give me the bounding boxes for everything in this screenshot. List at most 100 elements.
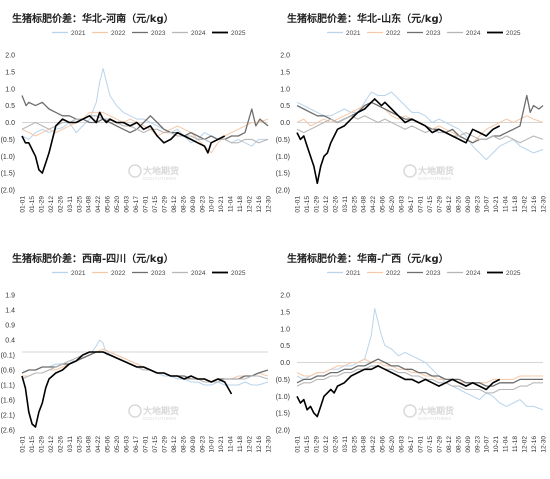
y-tick-label: 1.9 — [5, 293, 15, 300]
x-tick-label: 12-30 — [541, 436, 548, 453]
x-tick-label: 07-01 — [418, 436, 425, 453]
x-tick-label: 01-01 — [295, 196, 302, 213]
x-tick-label: 11-04 — [503, 436, 510, 453]
x-tick-label: 12-30 — [266, 436, 273, 453]
x-tick-label: 04-08 — [361, 436, 368, 453]
x-tick-label: 08-26 — [180, 196, 187, 213]
x-tick-label: 07-29 — [161, 196, 168, 213]
legend-label-2024: 2024 — [191, 270, 206, 277]
x-tick-label: 03-11 — [67, 436, 74, 453]
watermark-sub: DADI FUTURES — [418, 416, 451, 421]
x-tick-label: 02-26 — [57, 436, 64, 453]
watermark-logo-icon — [403, 164, 417, 178]
y-tick-label: (0.5) — [276, 377, 290, 384]
chart-title: 生猪标肥价差：华北-山东（元/kg） — [287, 12, 449, 25]
x-tick-label: 05-06 — [380, 196, 387, 213]
x-tick-label: 12-30 — [266, 196, 273, 213]
x-tick-label: 07-15 — [427, 436, 434, 453]
x-tick-label: 08-12 — [171, 196, 178, 213]
chart-title: 生猪标肥价差：西南-四川（元/kg） — [12, 252, 174, 265]
legend-label-2022: 2022 — [111, 270, 126, 277]
watermark-name: 大地期货 — [143, 165, 179, 177]
x-tick-label: 11-04 — [228, 196, 235, 213]
x-tick-label: 09-09 — [190, 196, 197, 213]
y-tick-label: (1.0) — [276, 154, 290, 161]
x-tick-label: 06-17 — [133, 436, 140, 453]
x-tick-label: 01-15 — [304, 436, 311, 453]
y-tick-label: 0.0 — [5, 120, 15, 127]
x-tick-label: 09-23 — [199, 436, 206, 453]
chart-svg: 生猪标肥价差：华北-山东（元/kg） 2021 2022 2023 2024 2025 2.… — [276, 12, 548, 213]
x-tick-label: 05-06 — [380, 436, 387, 453]
y-tick-label: 1.0 — [280, 86, 290, 93]
x-tick-label: 09-23 — [199, 196, 206, 213]
y-tick-label: 0.9 — [5, 323, 15, 330]
x-tick-label: 07-01 — [418, 196, 425, 213]
series-line-2025 — [21, 111, 226, 174]
x-tick-label: 08-26 — [455, 436, 462, 453]
x-tick-label: 06-17 — [133, 196, 140, 213]
series-line-2024 — [296, 115, 544, 144]
y-tick-label: (1.0) — [1, 154, 15, 161]
watermark-logo-icon — [403, 404, 417, 418]
x-tick-label: 03-11 — [342, 436, 349, 453]
watermark-logo-icon — [128, 404, 142, 418]
y-tick-label: 1.5 — [5, 69, 15, 76]
x-tick-label: 12-02 — [247, 196, 254, 213]
y-tick-label: (0.5) — [1, 137, 15, 144]
x-tick-label: 06-17 — [408, 196, 415, 213]
y-tick-label: 0.0 — [280, 120, 290, 127]
x-tick-label: 03-11 — [67, 196, 74, 213]
x-tick-label: 02-26 — [332, 436, 339, 453]
x-tick-label: 10-21 — [218, 436, 225, 453]
x-tick-label: 08-26 — [180, 436, 187, 453]
y-tick-label: 1.5 — [280, 69, 290, 76]
chart-panel-shandong: 生猪标肥价差：华北-山东（元/kg） 2021 2022 2023 2024 2025 2.… — [275, 0, 548, 238]
y-tick-label: 0.4 — [5, 338, 15, 345]
y-tick-label: (1.5) — [276, 171, 290, 178]
x-tick-label: 05-20 — [389, 196, 396, 213]
series-line-2024 — [296, 365, 543, 394]
y-tick-label: (0.5) — [276, 137, 290, 144]
x-tick-label: 02-26 — [332, 196, 339, 213]
x-tick-label: 06-03 — [399, 436, 406, 453]
x-tick-label: 11-18 — [237, 196, 244, 213]
watermark-name: 大地期货 — [418, 165, 454, 177]
x-tick-label: 07-29 — [161, 436, 168, 453]
y-tick-label: (2.1) — [1, 413, 15, 420]
y-tick-label: (1.5) — [276, 411, 290, 418]
y-tick-label: (2.0) — [276, 188, 290, 195]
x-tick-label: 04-08 — [361, 196, 368, 213]
x-tick-label: 12-16 — [256, 436, 263, 453]
series-line-2025 — [21, 351, 233, 428]
watermark-name: 大地期货 — [418, 405, 454, 417]
x-tick-label: 12-02 — [522, 196, 529, 213]
x-tick-label: 02-12 — [323, 436, 330, 453]
legend-label-2021: 2021 — [71, 270, 86, 277]
x-tick-label: 10-07 — [484, 436, 491, 453]
y-tick-label: 0.0 — [280, 360, 290, 367]
series-line-2021 — [296, 91, 544, 161]
x-tick-label: 01-29 — [38, 196, 45, 213]
legend-label-2025: 2025 — [506, 270, 521, 277]
x-tick-label: 11-18 — [512, 436, 519, 453]
x-tick-label: 05-06 — [105, 436, 112, 453]
chart-svg: 生猪标肥价差：华南-广西（元/kg） 2021 2022 2023 2024 2025 2.… — [276, 252, 548, 453]
watermark-logo-icon — [128, 164, 142, 178]
x-tick-label: 02-12 — [323, 196, 330, 213]
x-tick-label: 01-01 — [295, 436, 302, 453]
x-tick-label: 10-07 — [484, 196, 491, 213]
x-tick-label: 01-01 — [20, 196, 27, 213]
x-tick-label: 07-15 — [427, 196, 434, 213]
x-tick-label: 01-29 — [38, 436, 45, 453]
x-tick-label: 03-25 — [76, 436, 83, 453]
x-tick-label: 01-15 — [29, 196, 36, 213]
y-tick-label: (1.5) — [1, 171, 15, 178]
x-tick-label: 12-02 — [522, 436, 529, 453]
x-tick-label: 03-25 — [76, 196, 83, 213]
y-tick-label: 0.5 — [280, 343, 290, 350]
x-tick-label: 01-15 — [29, 436, 36, 453]
x-tick-label: 06-03 — [399, 196, 406, 213]
watermark-sub: DADI FUTURES — [418, 176, 451, 181]
